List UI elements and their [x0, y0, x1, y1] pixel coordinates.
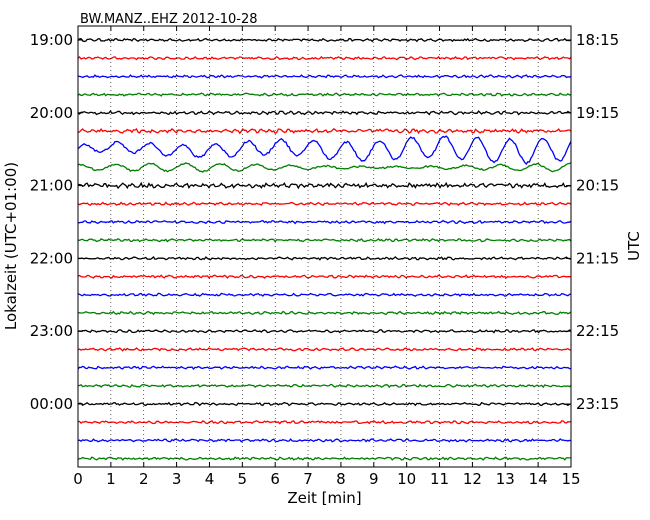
- trace-0000: [77, 401, 572, 407]
- x-tick-label: 6: [270, 470, 280, 488]
- x-axis-label: Zeit [min]: [287, 489, 361, 507]
- axes-group: 0 1 2 3 4 5 6 7 8 9 10 11 12 13 14 1519:0020:0021:0022:…: [30, 26, 619, 488]
- trace-2000: [77, 110, 572, 116]
- plot-frame: [77, 25, 572, 468]
- y-tick-label-right: 18:15: [576, 31, 619, 49]
- trace-2245: [78, 310, 572, 316]
- x-tick-label: 8: [336, 470, 346, 488]
- y-tick-label-left: 21:00: [30, 177, 73, 195]
- trace-2345: [77, 383, 572, 389]
- trace-0015: [77, 419, 572, 425]
- traces-group: [77, 37, 572, 461]
- trace-2330: [77, 365, 572, 370]
- x-tick-label: 14: [529, 470, 548, 488]
- y-axis-label-left: Lokalzeit (UTC+01:00): [2, 162, 20, 330]
- trace-1945: [77, 92, 572, 97]
- trace-2215: [77, 274, 572, 279]
- x-tick-label: 11: [430, 470, 449, 488]
- trace-2130: [77, 219, 572, 225]
- y-tick-label-left: 00:00: [30, 395, 73, 413]
- x-tick-label: 12: [463, 470, 482, 488]
- chart-title: BW.MANZ..EHZ 2012-10-28: [80, 12, 258, 27]
- x-tick-label: 10: [397, 470, 416, 488]
- x-tick-label: 2: [139, 470, 149, 488]
- x-tick-label: 4: [205, 470, 215, 488]
- y-tick-label-left: 19:00: [30, 31, 73, 49]
- trace-1930: [77, 74, 572, 79]
- x-tick-label: 7: [303, 470, 313, 488]
- y-tick-label-right: 23:15: [576, 395, 619, 413]
- trace-2200: [77, 256, 572, 261]
- trace-0030: [77, 438, 572, 443]
- x-tick-label: 13: [496, 470, 515, 488]
- trace-2045: [77, 162, 572, 173]
- x-tick-label: 9: [369, 470, 379, 488]
- x-tick-label: 15: [561, 470, 580, 488]
- x-tick-label: 5: [238, 470, 248, 488]
- y-tick-label-right: 22:15: [576, 322, 619, 340]
- x-tick-label: 0: [73, 470, 83, 488]
- trace-2315: [77, 347, 572, 352]
- x-tick-label: 1: [106, 470, 116, 488]
- trace-2300: [77, 329, 572, 334]
- y-tick-label-left: 20:00: [30, 104, 73, 122]
- trace-2115: [77, 201, 572, 207]
- y-tick-label-right: 19:15: [576, 104, 619, 122]
- trace-2015: [77, 127, 572, 135]
- trace-0045: [77, 456, 571, 461]
- trace-2145: [77, 237, 572, 243]
- trace-1900: [77, 37, 572, 43]
- y-tick-label-right: 21:15: [576, 249, 619, 267]
- y-tick-label-left: 22:00: [30, 249, 73, 267]
- trace-2230: [77, 292, 572, 297]
- y-axis-label-right: UTC: [625, 231, 643, 261]
- y-tick-label-right: 20:15: [576, 177, 619, 195]
- grid-group: [110, 26, 539, 467]
- trace-2100: [77, 181, 572, 190]
- trace-2030: [77, 135, 572, 166]
- y-tick-label-left: 23:00: [30, 322, 73, 340]
- x-tick-label: 3: [172, 470, 182, 488]
- trace-1915: [77, 55, 572, 61]
